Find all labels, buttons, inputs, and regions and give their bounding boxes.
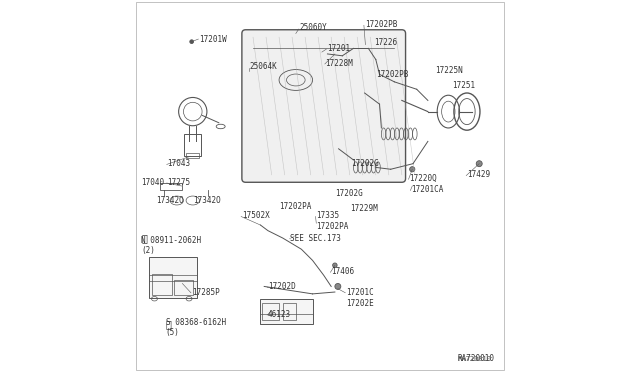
Text: 17040: 17040 [141, 178, 164, 187]
Text: 25060Y: 25060Y [300, 23, 327, 32]
Bar [174, 280, 193, 295]
Text: 17342O: 17342O [156, 196, 184, 205]
Text: 17285P: 17285P [191, 288, 220, 296]
Text: 17225N: 17225N [435, 66, 463, 75]
Text: 17335: 17335 [316, 211, 339, 220]
Ellipse shape [476, 161, 482, 167]
Text: 17202PB: 17202PB [376, 70, 408, 79]
Text: 17228M: 17228M [326, 59, 353, 68]
Text: 17201C: 17201C [346, 288, 374, 296]
Text: 46123: 46123 [268, 310, 291, 319]
Text: 17201W: 17201W [199, 35, 227, 44]
Text: SEE SEC.173: SEE SEC.173 [291, 234, 341, 243]
Text: Ⓢ: Ⓢ [166, 320, 172, 329]
Text: 17202PB: 17202PB [365, 20, 397, 29]
Text: 17229M: 17229M [349, 204, 378, 213]
Ellipse shape [335, 283, 341, 289]
Text: 17202D: 17202D [268, 282, 296, 291]
Bar [152, 274, 172, 295]
Text: S 08368-6162H
(5): S 08368-6162H (5) [166, 318, 226, 337]
Text: 17251: 17251 [452, 81, 475, 90]
Text: 17342O: 17342O [193, 196, 221, 205]
Text: 17202E: 17202E [346, 299, 374, 308]
Bar [186, 153, 199, 158]
Text: 25064K: 25064K [250, 62, 277, 71]
Text: 17202G: 17202G [351, 159, 380, 168]
Text: 17043: 17043 [168, 159, 191, 168]
Ellipse shape [333, 263, 337, 267]
Bar [283, 303, 296, 320]
Text: 17406: 17406 [331, 267, 355, 276]
Text: 17275: 17275 [168, 178, 191, 187]
Text: 17202PA: 17202PA [279, 202, 312, 211]
Bar [260, 299, 312, 324]
Text: RA720010: RA720010 [458, 356, 492, 362]
FancyBboxPatch shape [242, 30, 406, 182]
Text: 17202G: 17202G [335, 189, 363, 198]
Bar [149, 257, 197, 298]
Text: Ⓝ: Ⓝ [141, 233, 147, 243]
Text: 17201CA: 17201CA [411, 185, 444, 194]
Bar [160, 183, 182, 190]
Text: 17429: 17429 [467, 170, 490, 179]
Text: 17220Q: 17220Q [410, 174, 437, 183]
Text: RA720010: RA720010 [458, 355, 495, 363]
Bar [184, 134, 201, 156]
Bar [262, 303, 279, 320]
Text: 17201: 17201 [328, 44, 351, 53]
Text: 17226: 17226 [374, 38, 397, 47]
Text: 17202PA: 17202PA [316, 222, 349, 231]
Ellipse shape [410, 167, 415, 172]
Text: 17502X: 17502X [242, 211, 269, 220]
Ellipse shape [190, 40, 193, 44]
Text: N 08911-2062H
(2): N 08911-2062H (2) [141, 236, 202, 255]
